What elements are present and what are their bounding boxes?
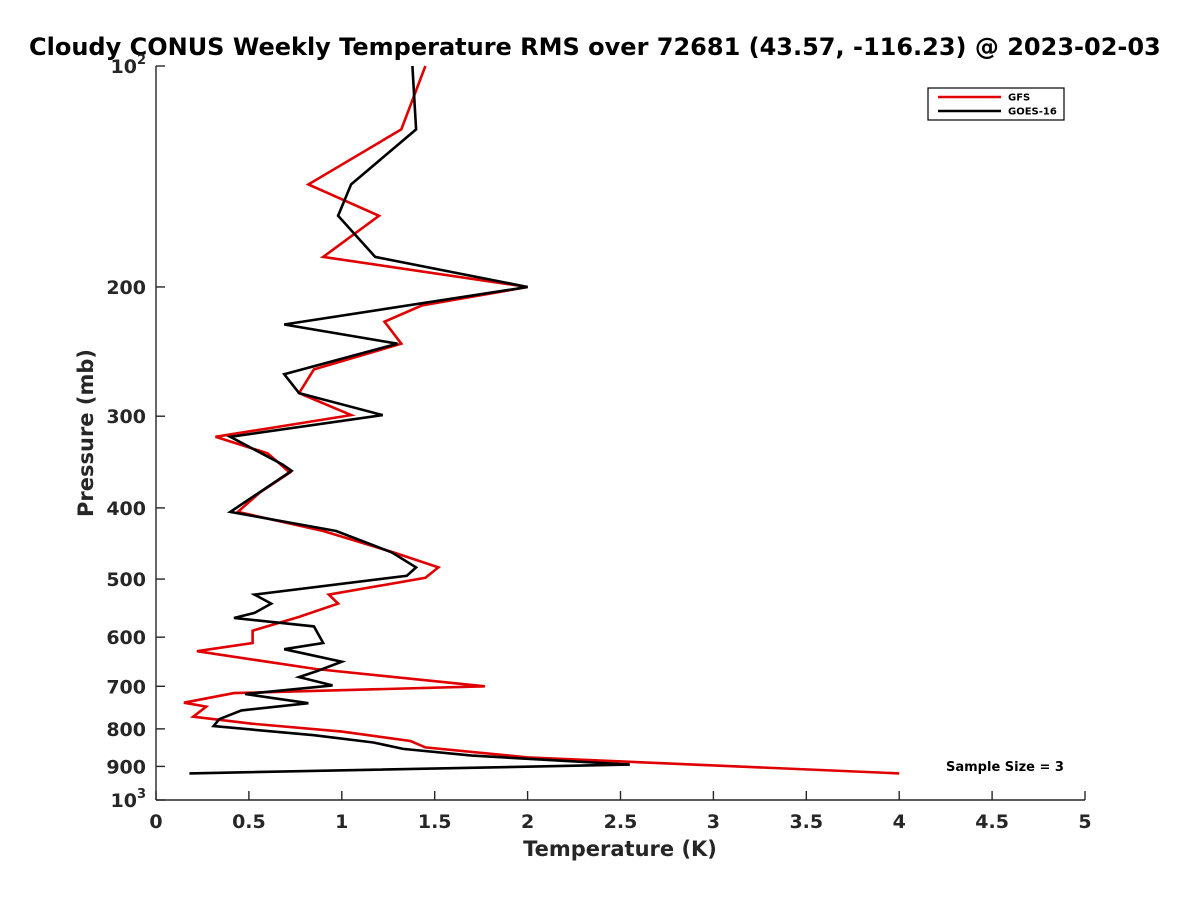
y-tick-label-1: 200 — [106, 277, 146, 299]
x-tick-label-7: 3.5 — [789, 811, 823, 833]
y-tick-label-8: 900 — [106, 756, 146, 778]
y-tick-label-9: 103 — [111, 787, 147, 812]
legend-label-0: GFS — [1008, 93, 1030, 104]
x-tick-label-8: 4 — [893, 811, 906, 833]
y-tick-label-3: 400 — [106, 498, 146, 520]
x-tick-label-2: 1 — [335, 811, 348, 833]
y-tick-label-4: 500 — [106, 569, 146, 591]
y-tick-label-5: 600 — [106, 627, 146, 649]
legend-label-1: GOES-16 — [1008, 107, 1057, 118]
y-tick-label-6: 700 — [106, 676, 146, 698]
x-tick-label-3: 1.5 — [418, 811, 452, 833]
chart-title: Cloudy CONUS Weekly Temperature RMS over… — [29, 33, 1161, 61]
x-tick-label-9: 4.5 — [975, 811, 1009, 833]
y-tick-label-0: 102 — [111, 53, 147, 78]
series-line-0 — [183, 65, 900, 775]
series-layer — [183, 65, 900, 775]
x-axis-label: Temperature (K) — [523, 837, 717, 861]
y-tick-exponent-9: 3 — [137, 787, 146, 802]
x-tick-label-5: 2.5 — [604, 811, 638, 833]
y-tick-label-7: 800 — [106, 719, 146, 741]
x-tick-label-4: 2 — [521, 811, 534, 833]
x-tick-label-1: 0.5 — [232, 811, 266, 833]
legend-box — [927, 87, 1065, 121]
sample-size-annotation: Sample Size = 3 — [946, 760, 1064, 775]
x-tick-label-6: 3 — [707, 811, 720, 833]
x-tick-label-0: 0 — [149, 811, 162, 833]
y-tick-exponent-0: 2 — [137, 53, 146, 68]
series-line-1 — [189, 65, 630, 775]
axes-layer: 0 0.5 1 1.5 2 2.5 3 3.5 4 4.5 5 102 200 300 400 500 600 7… — [106, 53, 1091, 833]
x-tick-label-10: 5 — [1078, 811, 1091, 833]
y-axis-label: Pressure (mb) — [74, 349, 98, 517]
legend: GFS GOES-16 — [927, 87, 1065, 121]
y-tick-label-2: 300 — [106, 406, 146, 428]
